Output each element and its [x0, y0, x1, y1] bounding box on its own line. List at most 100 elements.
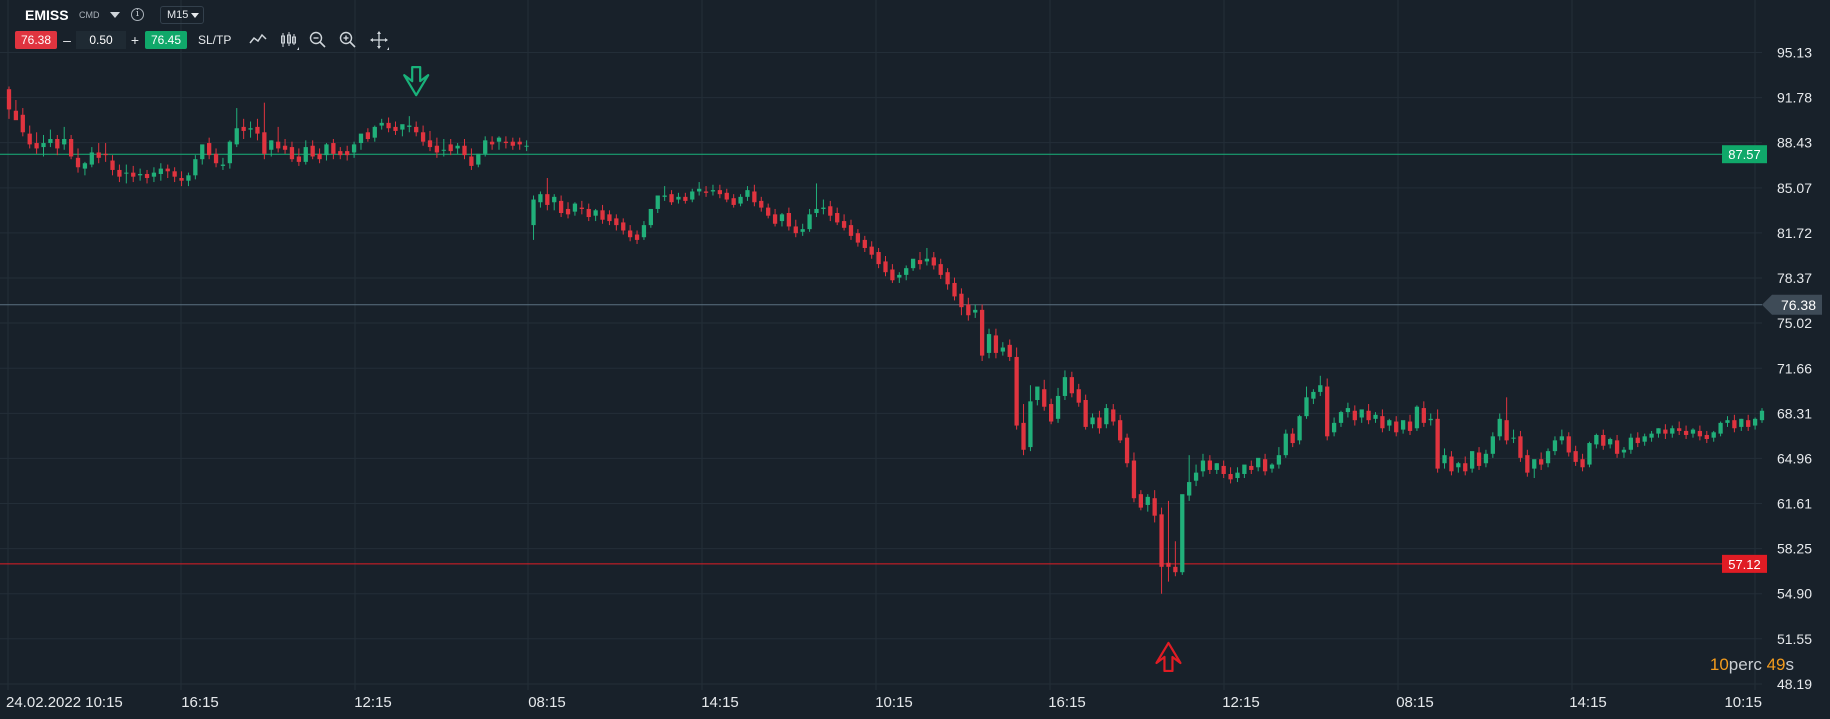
candle	[496, 136, 502, 150]
zoom-in-icon[interactable]	[338, 30, 358, 50]
candle	[1601, 429, 1606, 450]
candle-body	[62, 139, 67, 145]
candle	[393, 121, 398, 135]
candle-body	[897, 274, 902, 278]
candlestick-icon[interactable]	[279, 30, 299, 50]
candle-body	[1511, 437, 1516, 439]
candle-body	[462, 145, 467, 156]
candle	[324, 143, 329, 161]
candle-body	[855, 233, 861, 243]
candle	[1214, 463, 1219, 474]
x-tick-label: 08:15	[528, 694, 566, 711]
candle-body	[131, 172, 136, 177]
candle-body	[1145, 496, 1150, 505]
candle-body	[517, 141, 522, 145]
candle-body	[1594, 434, 1599, 445]
candle-body	[786, 212, 792, 227]
candle-body	[1552, 440, 1558, 452]
candle-body	[1566, 436, 1571, 453]
candle	[897, 272, 902, 283]
candle-body	[634, 234, 640, 240]
candle	[1559, 429, 1564, 445]
countdown-seconds: 49	[1766, 655, 1786, 674]
candle	[848, 219, 854, 240]
candle	[82, 161, 88, 176]
candle	[158, 163, 163, 181]
timeframe-select[interactable]: M15	[160, 6, 204, 24]
candle-body	[579, 207, 584, 209]
candle	[131, 165, 136, 183]
candle-body	[276, 141, 281, 149]
candle	[793, 219, 798, 238]
symbol-name[interactable]: EMISS	[25, 7, 69, 23]
candle-body	[110, 160, 115, 170]
candle-body	[614, 218, 619, 226]
candle	[13, 99, 19, 121]
candle	[1187, 455, 1192, 501]
y-tick-label: 75.02	[1777, 315, 1812, 331]
candle	[1400, 420, 1406, 434]
candle-body	[565, 208, 571, 215]
sltp-button[interactable]: SL/TP	[198, 33, 232, 47]
candle	[1235, 467, 1240, 483]
candle-body	[144, 173, 150, 179]
candle	[1594, 433, 1599, 449]
sell-button[interactable]: 76.38	[15, 31, 57, 49]
candle-body	[68, 139, 74, 157]
x-tick-label: 14:15	[701, 694, 739, 711]
candle-body	[1642, 436, 1647, 442]
candle-body	[1338, 412, 1344, 423]
quantity-input[interactable]: 0.50	[76, 31, 126, 49]
candle	[1152, 490, 1157, 523]
line-chart-icon[interactable]	[248, 30, 268, 50]
candle-body	[772, 214, 778, 224]
candle	[1090, 413, 1095, 429]
candle	[1055, 387, 1061, 423]
symbol-dropdown-icon[interactable]	[110, 12, 120, 18]
candle	[144, 169, 150, 184]
crosshair-move-icon[interactable]	[369, 30, 389, 50]
zoom-out-icon[interactable]	[308, 30, 328, 50]
candle	[1262, 453, 1268, 476]
candle	[697, 182, 702, 196]
candle	[55, 134, 60, 156]
candle	[945, 268, 950, 290]
candle-body	[600, 210, 605, 220]
candle-body	[186, 175, 191, 181]
candle-body	[75, 157, 81, 168]
candle-body	[324, 144, 329, 156]
candle	[1331, 417, 1337, 437]
candles[interactable]	[6, 86, 1765, 594]
candle	[483, 136, 488, 157]
candle-body	[1318, 385, 1323, 392]
decrease-quantity-button[interactable]: –	[63, 32, 71, 48]
candle	[1173, 541, 1178, 577]
candle-body	[607, 214, 612, 222]
y-axis: 95.13 91.78 88.43 85.07 81.72 78.37 75.02 71.66…	[1777, 45, 1812, 693]
chevron-down-icon	[191, 13, 199, 18]
candle	[1635, 432, 1640, 448]
candle	[565, 202, 571, 219]
candle-body	[1000, 347, 1005, 352]
candle	[1290, 428, 1295, 448]
info-icon[interactable]: i	[131, 8, 144, 21]
candle	[137, 168, 143, 181]
candle	[303, 140, 308, 165]
candle-body	[220, 164, 226, 166]
candle	[1704, 430, 1709, 444]
candle-body	[207, 143, 212, 156]
current-price-tag	[1762, 294, 1822, 315]
buy-button[interactable]: 76.45	[145, 31, 187, 49]
candle	[869, 241, 874, 259]
candle	[1428, 413, 1433, 426]
candle	[634, 230, 640, 244]
candle-body	[345, 151, 350, 156]
candle-body	[1159, 514, 1164, 567]
candle-body	[310, 145, 315, 157]
candle	[1345, 402, 1351, 418]
increase-quantity-button[interactable]: +	[130, 32, 140, 48]
candle	[766, 203, 771, 219]
candle	[1752, 417, 1758, 430]
candle	[1614, 434, 1620, 458]
